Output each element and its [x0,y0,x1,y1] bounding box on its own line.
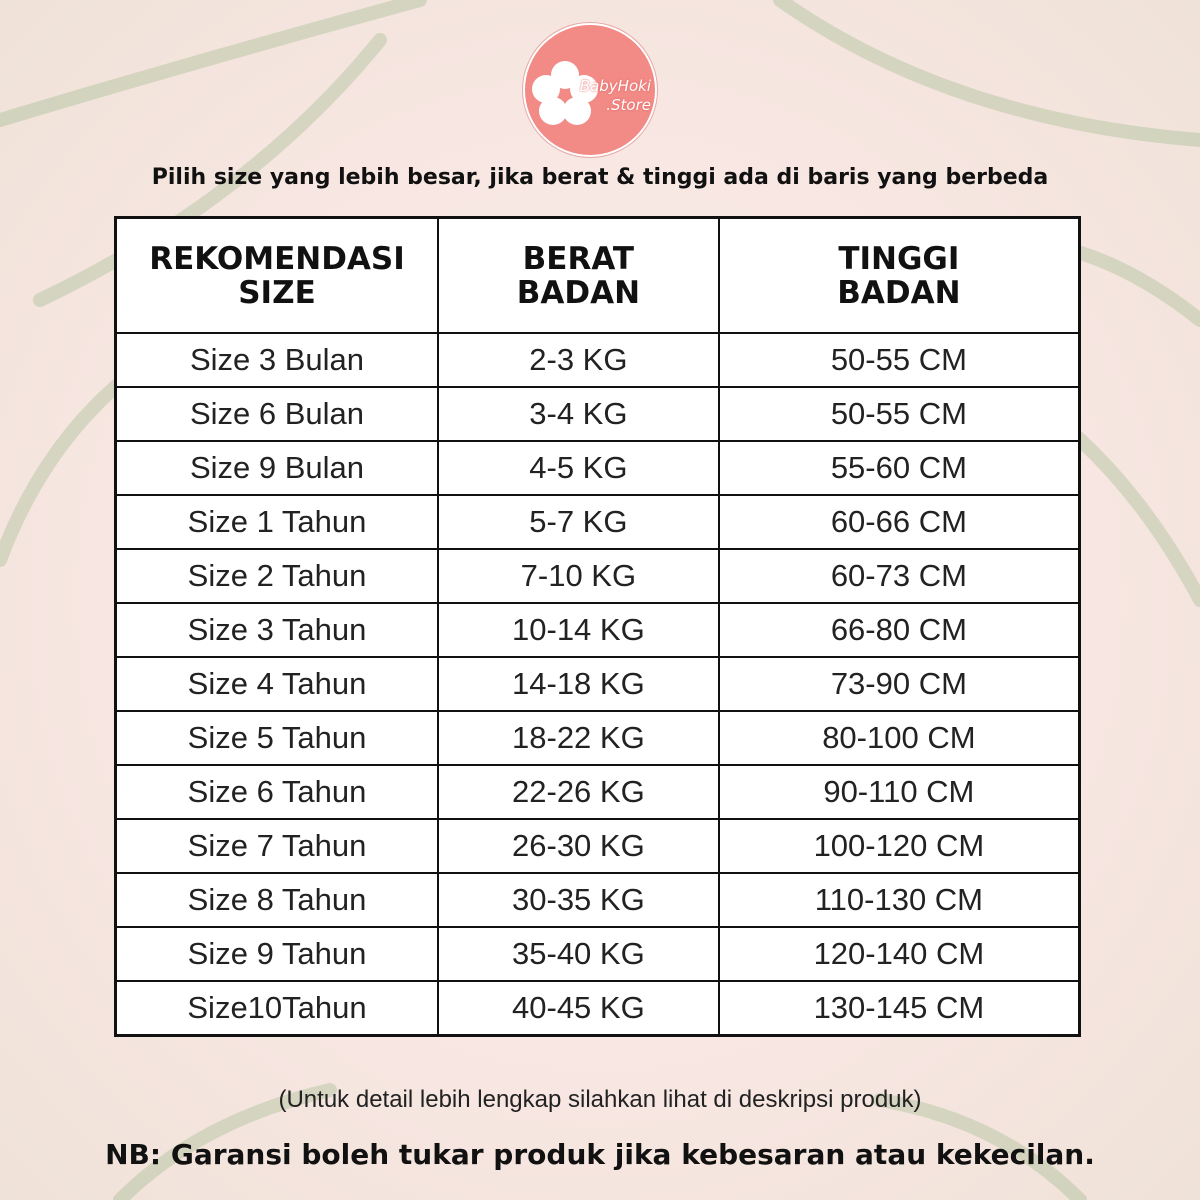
table-row: Size 7 Tahun 26-30 KG 100-120 CM [114,818,1081,874]
weight-cell: 40-45 KG [437,980,720,1037]
size-cell: Size 9 Tahun [114,926,439,982]
header-line: BADAN [516,274,641,311]
height-cell: 120-140 CM [717,926,1081,982]
height-cell: 66-80 CM [717,602,1081,658]
weight-cell: 30-35 KG [437,872,720,928]
guarantee-note: NB: Garansi boleh tukar produk jika kebe… [105,1138,1095,1171]
height-cell: 110-130 CM [717,872,1081,928]
size-cell: Size 2 Tahun [114,548,439,604]
size-cell: Size 7 Tahun [114,818,439,874]
header-line: BERAT [522,240,635,277]
weight-cell: 22-26 KG [437,764,720,820]
size-cell: Size 3 Tahun [114,602,439,658]
size-cell: Size 9 Bulan [114,440,439,496]
detail-note: (Untuk detail lebih lengkap silahkan lih… [278,1086,922,1113]
table-row: Size10Tahun 40-45 KG 130-145 CM [114,980,1081,1037]
height-cell: 130-145 CM [717,980,1081,1037]
weight-cell: 5-7 KG [437,494,720,550]
header-line: BADAN [837,274,961,311]
header-height: TINGGI BADAN [717,216,1081,334]
weight-cell: 35-40 KG [437,926,720,982]
weight-cell: 3-4 KG [437,386,720,442]
table-row: Size 3 Bulan 2-3 KG 50-55 CM [114,332,1081,388]
height-cell: 100-120 CM [717,818,1081,874]
height-cell: 60-66 CM [717,494,1081,550]
size-cell: Size 6 Bulan [114,386,439,442]
size-cell: Size 1 Tahun [114,494,439,550]
weight-cell: 14-18 KG [437,656,720,712]
weight-cell: 2-3 KG [437,332,720,388]
height-cell: 55-60 CM [717,440,1081,496]
height-cell: 60-73 CM [717,548,1081,604]
logo-line1: BabyHoki [579,77,651,95]
header-line: REKOMENDASI [149,240,405,277]
height-cell: 73-90 CM [717,656,1081,712]
weight-cell: 10-14 KG [437,602,720,658]
table-row: Size 9 Bulan 4-5 KG 55-60 CM [114,440,1081,496]
size-cell: Size10Tahun [114,980,439,1037]
size-chart-table: REKOMENDASI SIZE BERAT BADAN TINGGI BADAN Siz… [114,216,1081,1037]
table-row: Size 6 Bulan 3-4 KG 50-55 CM [114,386,1081,442]
weight-cell: 7-10 KG [437,548,720,604]
size-advice: Pilih size yang lebih besar, jika berat … [151,165,1049,190]
table-row: Size 8 Tahun 30-35 KG 110-130 CM [114,872,1081,928]
table-row: Size 4 Tahun 14-18 KG 73-90 CM [114,656,1081,712]
weight-cell: 4-5 KG [437,440,720,496]
flower-icon [532,61,598,125]
height-cell: 90-110 CM [717,764,1081,820]
table-row: Size 6 Tahun 22-26 KG 90-110 CM [114,764,1081,820]
table-row: Size 5 Tahun 18-22 KG 80-100 CM [114,710,1081,766]
height-cell: 80-100 CM [717,710,1081,766]
header-size: REKOMENDASI SIZE [114,216,439,334]
weight-cell: 18-22 KG [437,710,720,766]
size-cell: Size 6 Tahun [114,764,439,820]
brand-logo: BabyHoki .Store [523,23,657,157]
weight-cell: 26-30 KG [437,818,720,874]
logo-line2: .Store [606,96,651,114]
size-cell: Size 4 Tahun [114,656,439,712]
height-cell: 50-55 CM [717,332,1081,388]
size-cell: Size 5 Tahun [114,710,439,766]
header-line: SIZE [238,274,316,311]
table-row: Size 1 Tahun 5-7 KG 60-66 CM [114,494,1081,550]
table-row: Size 2 Tahun 7-10 KG 60-73 CM [114,548,1081,604]
header-line: TINGGI [838,240,960,277]
size-cell: Size 3 Bulan [114,332,439,388]
height-cell: 50-55 CM [717,386,1081,442]
header-weight: BERAT BADAN [437,216,720,334]
table-row: Size 3 Tahun 10-14 KG 66-80 CM [114,602,1081,658]
table-row: Size 9 Tahun 35-40 KG 120-140 CM [114,926,1081,982]
size-cell: Size 8 Tahun [114,872,439,928]
